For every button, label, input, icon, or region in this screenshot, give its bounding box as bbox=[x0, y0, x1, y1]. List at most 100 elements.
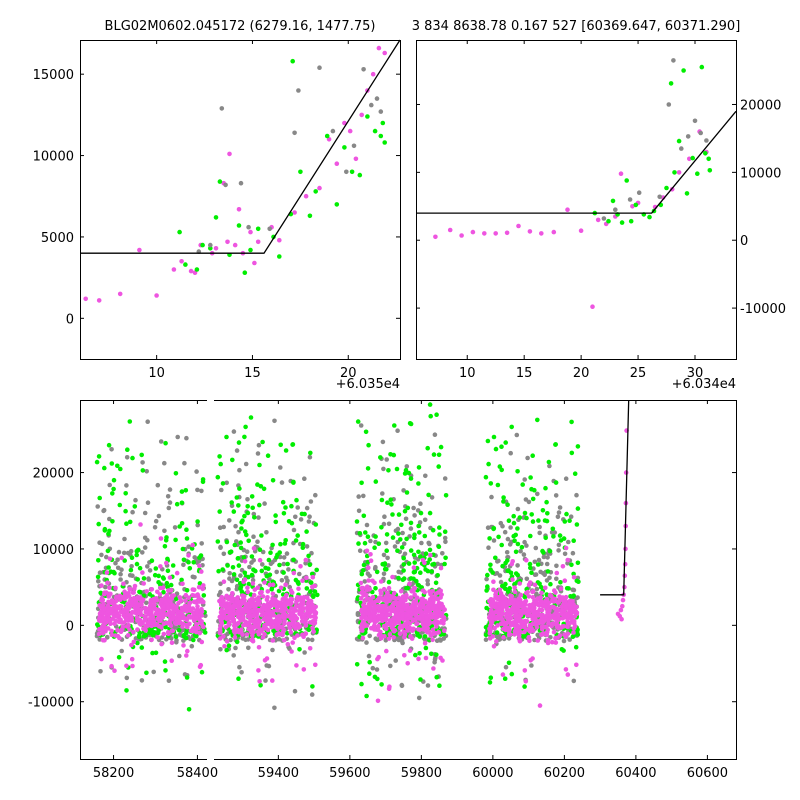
data-point-gray bbox=[237, 664, 242, 670]
data-point-gray bbox=[575, 595, 580, 600]
data-point-magenta bbox=[572, 623, 578, 629]
data-point-green bbox=[425, 560, 431, 566]
data-point-gray bbox=[498, 579, 504, 585]
data-point-magenta bbox=[102, 606, 107, 612]
data-point-gray bbox=[218, 589, 223, 595]
data-point-magenta bbox=[115, 628, 120, 633]
data-point-gray bbox=[498, 520, 504, 526]
data-point-green bbox=[306, 627, 312, 633]
data-point-green bbox=[123, 491, 128, 496]
data-point-magenta bbox=[530, 589, 535, 595]
data-point-green bbox=[95, 622, 100, 627]
data-point-green bbox=[216, 568, 221, 574]
data-point-gray bbox=[505, 536, 511, 542]
data-point-magenta bbox=[407, 581, 412, 587]
data-point-gray bbox=[263, 678, 268, 683]
data-point-magenta bbox=[137, 247, 142, 253]
data-point-green bbox=[522, 510, 528, 516]
data-point-magenta bbox=[595, 217, 601, 223]
data-point-magenta bbox=[117, 604, 122, 610]
data-point-magenta bbox=[561, 624, 567, 629]
data-point-magenta bbox=[176, 616, 182, 621]
data-point-green bbox=[224, 434, 229, 440]
data-point-green bbox=[418, 570, 423, 575]
data-point-green bbox=[217, 179, 223, 184]
data-point-magenta bbox=[554, 570, 560, 576]
data-point-green bbox=[521, 634, 527, 639]
data-point-magenta bbox=[270, 678, 275, 683]
data-point-green bbox=[396, 512, 402, 517]
data-point-green bbox=[575, 560, 581, 566]
data-point-green bbox=[106, 442, 112, 448]
data-point-magenta bbox=[375, 698, 381, 704]
data-point-magenta bbox=[213, 246, 219, 251]
data-point-magenta bbox=[524, 619, 530, 624]
data-point-gray bbox=[291, 527, 297, 533]
data-point-gray bbox=[272, 418, 277, 424]
data-point-gray bbox=[537, 530, 542, 536]
data-point-magenta bbox=[197, 630, 202, 636]
data-point-green bbox=[437, 532, 442, 537]
data-point-green bbox=[245, 510, 251, 516]
data-point-green bbox=[707, 168, 713, 173]
data-point-gray bbox=[401, 541, 407, 546]
data-point-green bbox=[270, 478, 276, 483]
data-point-green bbox=[401, 555, 407, 561]
x-tick-label: 58200 bbox=[93, 766, 134, 781]
data-point-magenta bbox=[153, 606, 159, 612]
data-point-green bbox=[379, 525, 384, 530]
data-point-magenta bbox=[174, 606, 179, 611]
data-point-gray bbox=[427, 541, 432, 547]
data-point-magenta bbox=[154, 622, 160, 627]
data-point-green bbox=[127, 419, 133, 424]
data-point-gray bbox=[296, 88, 301, 93]
data-point-gray bbox=[181, 562, 186, 568]
data-point-gray bbox=[425, 683, 431, 688]
data-point-magenta bbox=[531, 612, 536, 617]
data-point-green bbox=[695, 171, 700, 176]
data-point-gray bbox=[147, 568, 153, 573]
data-point-gray bbox=[264, 530, 269, 535]
data-point-magenta bbox=[565, 207, 570, 212]
data-point-magenta bbox=[426, 629, 432, 635]
data-point-gray bbox=[238, 573, 243, 578]
data-point-magenta bbox=[522, 623, 528, 628]
data-point-magenta bbox=[552, 616, 557, 621]
data-point-magenta bbox=[103, 627, 108, 632]
x-offset-label-top-left: +6.035e4 bbox=[336, 377, 400, 392]
data-point-green bbox=[241, 555, 247, 560]
data-point-magenta bbox=[303, 193, 309, 199]
data-point-green bbox=[173, 537, 178, 543]
data-point-green bbox=[408, 476, 414, 481]
data-point-magenta bbox=[256, 668, 261, 673]
data-point-magenta bbox=[537, 607, 543, 612]
data-point-magenta bbox=[376, 624, 381, 629]
data-point-green bbox=[102, 526, 108, 532]
data-point-magenta bbox=[276, 617, 282, 622]
data-point-magenta bbox=[126, 605, 131, 610]
data-point-green bbox=[289, 520, 295, 526]
data-point-gray bbox=[240, 636, 245, 641]
data-point-magenta bbox=[274, 608, 279, 613]
data-point-magenta bbox=[376, 45, 382, 51]
data-point-magenta bbox=[198, 612, 204, 618]
data-point-green bbox=[364, 693, 369, 699]
data-point-magenta bbox=[560, 616, 565, 621]
data-point-magenta bbox=[245, 585, 250, 590]
data-point-green bbox=[300, 541, 306, 547]
data-point-gray bbox=[121, 550, 127, 556]
data-point-green bbox=[293, 538, 299, 543]
data-point-green bbox=[416, 583, 422, 588]
data-point-green bbox=[165, 584, 170, 590]
data-point-magenta bbox=[155, 589, 160, 595]
data-point-green bbox=[365, 114, 370, 119]
data-point-magenta bbox=[112, 621, 117, 626]
data-point-magenta bbox=[272, 618, 278, 624]
data-point-magenta bbox=[423, 620, 429, 625]
data-point-green bbox=[619, 220, 625, 225]
data-point-magenta bbox=[510, 577, 515, 582]
data-point-magenta bbox=[117, 291, 123, 297]
data-point-gray bbox=[309, 637, 315, 643]
data-point-magenta bbox=[404, 592, 409, 598]
data-point-gray bbox=[122, 536, 127, 542]
